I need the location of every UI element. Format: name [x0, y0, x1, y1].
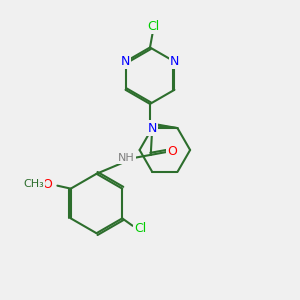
Text: Cl: Cl — [134, 222, 147, 235]
Text: O: O — [167, 146, 177, 158]
Text: N: N — [148, 122, 157, 135]
Text: N: N — [170, 55, 179, 68]
Text: O: O — [145, 122, 155, 135]
Text: CH₃: CH₃ — [23, 179, 44, 189]
Text: O: O — [42, 178, 52, 191]
Text: N: N — [121, 55, 130, 68]
Text: NH: NH — [118, 153, 134, 163]
Text: Cl: Cl — [147, 20, 159, 33]
